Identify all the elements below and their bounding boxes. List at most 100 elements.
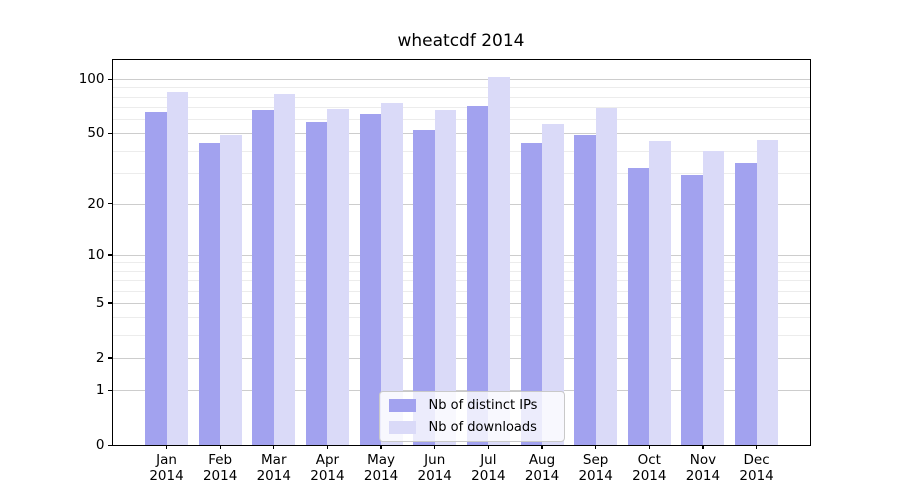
x-tick-mark: [487, 445, 489, 449]
minor-gridline: [112, 335, 810, 337]
x-tick-label-aug: Aug 2014: [510, 452, 574, 484]
bar-aug-distinct-ips: [520, 143, 542, 445]
bar-jun-distinct-ips: [413, 130, 435, 445]
x-tick-mark: [380, 445, 382, 449]
x-tick-month: Dec: [743, 452, 770, 468]
major-gridline: [112, 302, 810, 304]
x-tick-year: 2014: [524, 467, 560, 484]
x-tick-month: Feb: [208, 452, 233, 468]
x-tick-year: 2014: [417, 467, 452, 484]
x-tick-mark: [273, 445, 275, 449]
legend-label: Nb of distinct IPs: [428, 397, 538, 413]
x-tick-month: Aug: [528, 452, 556, 468]
x-tick-year: 2014: [256, 467, 291, 484]
bar-may-distinct-ips: [359, 113, 382, 445]
x-tick-month: Jan: [156, 452, 177, 468]
x-tick-label-jan: Jan 2014: [135, 452, 199, 484]
bar-jan-distinct-ips: [145, 111, 167, 445]
y-tick-mark: [108, 203, 112, 205]
x-tick-month: Jul: [480, 452, 497, 468]
x-tick-label-nov: Nov 2014: [671, 452, 735, 484]
minor-gridline: [112, 106, 810, 108]
x-tick-mark: [219, 445, 221, 449]
y-tick-mark: [108, 78, 112, 80]
legend-swatch: [388, 398, 416, 412]
x-tick-mark: [648, 445, 650, 449]
x-tick-year: 2014: [632, 467, 667, 484]
major-gridline: [112, 357, 810, 359]
y-tick-mark: [108, 302, 112, 304]
bar-may-downloads: [381, 102, 403, 445]
x-tick-label-jul: Jul 2014: [456, 452, 520, 484]
y-tick-label: 100: [78, 71, 105, 87]
y-tick-mark: [108, 357, 112, 359]
x-tick-year: 2014: [310, 467, 345, 484]
x-tick-mark: [165, 445, 168, 449]
x-tick-month: Oct: [637, 452, 661, 468]
bar-feb-distinct-ips: [198, 143, 221, 445]
legend: Nb of distinct IPs Nb of downloads: [378, 391, 565, 442]
x-tick-year: 2014: [363, 467, 399, 484]
legend-label: Nb of downloads: [428, 420, 537, 436]
x-tick-label-sep: Sep 2014: [564, 452, 628, 484]
major-gridline: [112, 390, 810, 392]
minor-gridline: [112, 172, 810, 174]
bar-dec-distinct-ips: [735, 163, 757, 445]
bar-feb-downloads: [220, 134, 242, 445]
bar-sep-downloads: [595, 108, 618, 445]
y-tick-label: 2: [95, 349, 105, 366]
y-tick-mark: [108, 444, 112, 446]
minor-gridline: [112, 118, 810, 120]
bar-apr-distinct-ips: [305, 121, 328, 445]
bar-apr-downloads: [327, 109, 349, 445]
minor-gridline: [112, 280, 810, 282]
bar-jan-downloads: [166, 91, 188, 445]
legend-swatch: [388, 421, 416, 435]
x-tick-mark: [595, 445, 597, 449]
major-gridline: [112, 79, 810, 80]
bar-jul-downloads: [488, 76, 510, 445]
y-tick-label: 10: [87, 246, 105, 263]
x-tick-month: Nov: [689, 452, 717, 468]
major-gridline: [112, 133, 810, 135]
x-tick-label-may: May 2014: [349, 452, 413, 484]
minor-gridline: [112, 290, 810, 292]
y-tick-mark: [108, 389, 112, 391]
x-tick-label-jun: Jun 2014: [403, 452, 467, 484]
bar-mar-distinct-ips: [252, 110, 274, 445]
bar-sep-distinct-ips: [574, 134, 596, 445]
minor-gridline: [112, 262, 810, 264]
x-tick-year: 2014: [202, 467, 238, 484]
x-tick-month: May: [367, 452, 396, 468]
x-tick-year: 2014: [578, 467, 613, 484]
plot-area: Nb of distinct IPs Nb of downloads: [111, 59, 811, 446]
minor-gridline: [112, 270, 810, 272]
x-tick-mark: [326, 445, 329, 449]
x-tick-mark: [702, 445, 704, 449]
major-gridline: [112, 203, 810, 205]
bar-oct-distinct-ips: [627, 167, 650, 445]
x-tick-mark: [541, 445, 543, 449]
x-tick-month: Sep: [582, 452, 609, 468]
x-tick-label-mar: Mar 2014: [242, 452, 306, 484]
bar-nov-downloads: [702, 150, 725, 445]
minor-gridline: [112, 317, 810, 319]
x-tick-label-apr: Apr 2014: [295, 452, 359, 484]
x-tick-year: 2014: [149, 467, 184, 484]
chart-title: wheatcdf 2014: [397, 31, 525, 51]
bar-mar-downloads: [273, 93, 296, 445]
x-tick-month: Apr: [315, 452, 340, 468]
minor-gridline: [112, 150, 810, 152]
x-tick-month: Jun: [424, 452, 446, 468]
minor-gridline: [112, 96, 810, 98]
bar-aug-downloads: [542, 124, 564, 445]
bar-jul-distinct-ips: [466, 105, 489, 445]
x-tick-mark: [434, 445, 436, 449]
x-tick-label-oct: Oct 2014: [617, 452, 681, 484]
y-tick-mark: [108, 254, 112, 256]
x-tick-mark: [755, 445, 758, 449]
bar-nov-distinct-ips: [681, 175, 703, 445]
y-tick-label: 0: [95, 437, 105, 453]
x-tick-year: 2014: [471, 467, 506, 484]
y-tick-mark: [108, 132, 112, 134]
